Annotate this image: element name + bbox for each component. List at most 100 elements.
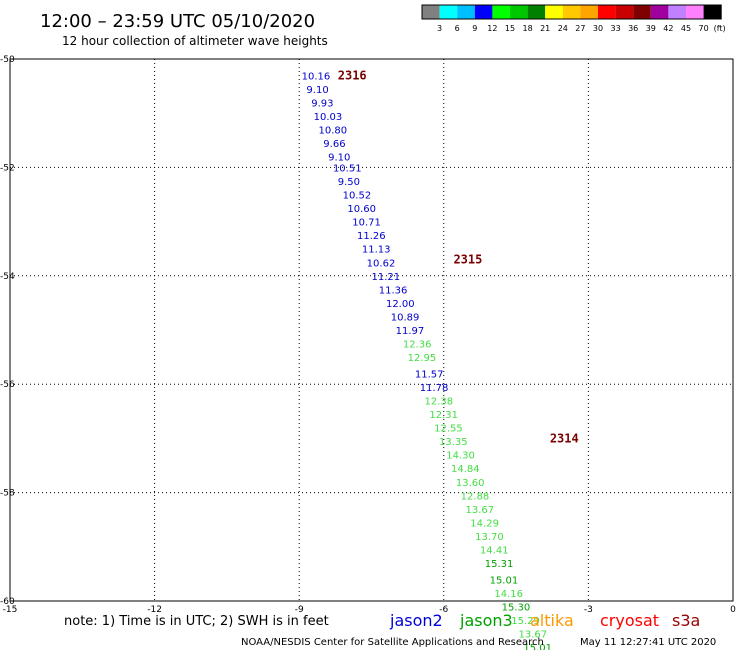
legend-swatch: [703, 5, 722, 19]
swh-label: 9.10: [306, 85, 328, 96]
swh-label: 13.35: [439, 437, 468, 448]
x-axis-ticks: -15 -12 -9 -6 -3 0: [3, 605, 736, 615]
swh-label: 15.29: [511, 616, 540, 627]
legend-swatch: [650, 5, 669, 19]
time-label: 2314: [550, 431, 579, 445]
legend-label: 24: [558, 24, 568, 33]
legend-swatch: [633, 5, 651, 19]
swh-label: 9.66: [323, 139, 345, 150]
swh-label: 13.67: [465, 505, 494, 516]
page-title: 12:00 – 23:59 UTC 05/10/2020: [40, 11, 315, 32]
footer-note: note: 1) Time is in UTC; 2) SWH is in fe…: [64, 614, 329, 629]
legend-swatch: [492, 5, 510, 19]
time-label: 2315: [453, 253, 482, 267]
legend-label: 33: [611, 24, 621, 33]
legend-swatch: [439, 5, 458, 19]
legend-label: 70: [699, 24, 709, 33]
swh-label: 11.57: [415, 369, 444, 380]
swh-label: 9.50: [338, 177, 360, 188]
swh-label: 11.97: [396, 326, 425, 337]
swh-label: 10.80: [318, 125, 347, 136]
legend-label: 6: [455, 24, 460, 33]
time-label: 2316: [338, 68, 367, 82]
swh-label: 13.60: [456, 478, 485, 489]
swh-label: 12.00: [386, 299, 415, 310]
legend-swatch: [510, 5, 528, 19]
legend-swatch: [668, 5, 686, 19]
y-tick-label: -60: [0, 597, 15, 607]
swh-label: 15.01: [523, 643, 552, 650]
swh-label: 10.62: [367, 258, 396, 269]
swh-label: 11.26: [357, 231, 386, 242]
legend-label: 12: [487, 24, 497, 33]
swh-label: 10.89: [391, 312, 420, 323]
legend-label: 18: [523, 24, 533, 33]
swh-label: 13.67: [519, 630, 548, 641]
x-tick-label: -6: [439, 605, 448, 615]
legend-unit: (ft): [714, 24, 726, 33]
legend-label: 27: [575, 24, 585, 33]
legend-swatch: [457, 5, 475, 19]
satellite-jason2: jason2: [389, 611, 443, 630]
swh-label: 14.16: [494, 589, 523, 600]
swh-data-labels: 10.169.109.9310.0310.809.669.1010.519.50…: [302, 71, 552, 650]
legend-label: 15: [505, 24, 515, 33]
x-tick-label: -9: [295, 605, 304, 615]
satellite-altika: altika: [530, 611, 574, 630]
swh-label: 11.13: [362, 245, 391, 256]
legend-swatch: [474, 5, 493, 19]
legend-frame: [421, 4, 722, 20]
legend-swatch: [527, 5, 546, 19]
x-tick-label: -12: [147, 605, 162, 615]
legend-label: 9: [472, 24, 477, 33]
swh-label: 14.29: [470, 518, 499, 529]
legend-label: 39: [646, 24, 656, 33]
swh-label: 12.55: [434, 424, 463, 435]
swh-label: 11.21: [372, 272, 401, 283]
swh-label: 10.71: [352, 218, 381, 229]
swh-label: 10.51: [333, 163, 362, 174]
satellite-cryosat: cryosat: [600, 611, 659, 630]
swh-label: 12.36: [403, 340, 432, 351]
y-tick-label: -58: [0, 489, 15, 499]
satellite-s3a: s3a: [672, 611, 700, 630]
legend-label: 45: [681, 24, 691, 33]
swh-label: 14.30: [446, 451, 475, 462]
legend-swatch: [615, 5, 634, 19]
color-scale-legend: 3 6 9 12 15 18 21 24 27 30 33 36 39 42 45 70 (ft): [421, 4, 726, 33]
y-axis-ticks: -50 -52 -54 -56 -58 -60: [0, 55, 15, 607]
swh-label: 15.01: [490, 575, 519, 586]
swh-label: 11.36: [379, 285, 408, 296]
swh-label: 9.10: [328, 153, 350, 164]
y-tick-label: -54: [0, 272, 15, 282]
swh-label: 10.60: [347, 204, 376, 215]
legend-label: 36: [628, 24, 638, 33]
legend-label: 3: [437, 24, 442, 33]
legend-swatch: [580, 5, 598, 19]
time-labels: 2316 2315 2314: [338, 68, 579, 445]
footer-credit: NOAA/NESDIS Center for Satellite Applica…: [241, 637, 544, 648]
satellite-jason3: jason3: [459, 611, 513, 630]
swh-label: 15.31: [485, 559, 514, 570]
swh-label: 14.41: [480, 546, 509, 557]
y-tick-label: -50: [0, 55, 15, 65]
swh-label: 12.88: [461, 491, 490, 502]
swh-label: 11.78: [420, 383, 449, 394]
swh-label: 12.95: [408, 353, 437, 364]
swh-label: 15.30: [502, 602, 531, 613]
x-tick-label: -15: [3, 605, 18, 615]
legend-label: 21: [540, 24, 550, 33]
swh-label: 10.16: [302, 71, 331, 82]
page-subtitle: 12 hour collection of altimeter wave hei…: [62, 34, 328, 48]
swh-label: 12.31: [429, 410, 458, 421]
y-tick-label: -52: [0, 163, 15, 173]
legend-swatch: [545, 5, 563, 19]
legend-swatch: [686, 5, 704, 19]
x-tick-label: -3: [584, 605, 593, 615]
satellite-legend: jason2 jason3 altika cryosat s3a: [389, 611, 700, 630]
swh-label: 13.70: [475, 532, 504, 543]
swh-label: 12.38: [425, 396, 454, 407]
swh-label: 10.52: [343, 191, 372, 202]
plot-grid: [10, 59, 733, 601]
